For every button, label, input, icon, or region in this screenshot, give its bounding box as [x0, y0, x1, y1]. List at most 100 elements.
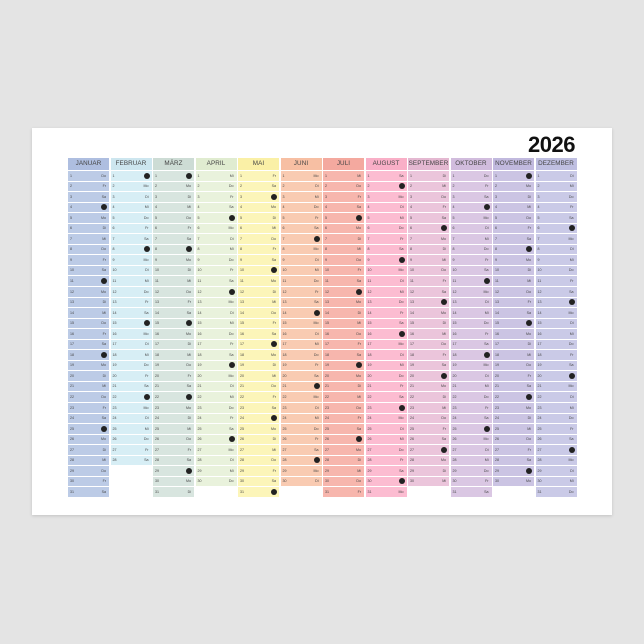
day-number: 1 [197, 173, 200, 178]
day-cell: 10 Do [535, 265, 577, 276]
day-cell: 18 Mi [110, 350, 152, 360]
day-cell: 7 Fr [365, 234, 407, 244]
day-cell: 13 Fr [153, 297, 194, 308]
day-number: 7 [240, 236, 242, 241]
weekday-label: Sa [399, 247, 404, 252]
sunday-marker-icon [271, 267, 277, 274]
day-cell: 23 Do [195, 403, 237, 413]
day-cell: 9 Sa [238, 255, 279, 265]
day-cell: 12 [323, 287, 364, 297]
day-cell: 23 Fr [450, 403, 492, 413]
day-number: 28 [495, 458, 499, 463]
weekday-label: Di [400, 278, 404, 283]
sunday-marker-icon [398, 478, 405, 485]
day-number: 27 [282, 447, 287, 452]
weekday-label: Di [187, 194, 191, 199]
day-cell: 31 Sa [450, 487, 492, 497]
day-cell: 12 Do [153, 287, 194, 297]
day-number: 26 [282, 437, 287, 442]
day-cell: 9 Mo [153, 255, 194, 265]
day-cell: 3 Do [408, 192, 449, 202]
sunday-marker-icon [143, 393, 150, 400]
day-number: 4 [155, 205, 157, 210]
day-cell: 5 Do [493, 213, 534, 223]
day-number: 11 [155, 278, 159, 283]
day-number: 10 [367, 268, 372, 273]
day-cell: 5 Do [110, 213, 152, 223]
day-cell: 15 Mi [195, 318, 237, 329]
weekday-label: Do [483, 394, 489, 399]
day-cell: 24 Sa [450, 413, 492, 424]
day-number: 19 [495, 363, 499, 368]
weekday-label: Di [272, 363, 276, 368]
day-cell: 12 [195, 287, 237, 297]
weekday-label: Fr [272, 247, 276, 252]
day-number: 5 [325, 215, 327, 220]
day-number: 12 [197, 289, 202, 294]
day-cell: 3 Do [535, 192, 577, 202]
day-cell: 19 Sa [408, 360, 449, 371]
day-cell: 11 Sa [323, 276, 364, 287]
day-number: 6 [240, 226, 242, 231]
day-number: 29 [240, 468, 244, 473]
day-cell: 25 Sa [323, 424, 364, 434]
month-header: MÄRZ [153, 158, 194, 170]
sunday-marker-icon [441, 372, 447, 379]
day-cell: 21 Sa [153, 381, 194, 392]
day-number: 28 [367, 458, 372, 463]
weekday-label: Fr [187, 373, 191, 378]
weekday-label: Fr [357, 268, 361, 273]
day-number: 27 [112, 447, 117, 452]
weekday-label: Do [568, 268, 574, 273]
weekday-label: Mi [484, 236, 489, 241]
day-cell: 27 [408, 445, 449, 455]
day-number: 22 [155, 394, 159, 399]
day-cell: 21 Fr [365, 381, 407, 392]
day-number: 26 [70, 437, 74, 442]
weekday-label: Sa [101, 416, 106, 421]
day-number: 9 [240, 257, 242, 262]
day-number: 13 [495, 300, 499, 305]
day-number: 30 [240, 479, 244, 484]
day-number: 13 [155, 300, 159, 305]
day-cell: 19 Fr [280, 360, 322, 371]
day-cell: 18 Sa [323, 350, 364, 360]
day-number: 18 [495, 352, 499, 357]
day-number: 21 [367, 384, 372, 389]
day-cell: 5 Mo [68, 213, 109, 223]
day-number: 9 [410, 257, 412, 262]
weekday-label: Sa [569, 437, 574, 442]
day-cell: 4 Mi [493, 202, 534, 213]
weekday-label: Di [230, 458, 234, 463]
weekday-label: Mo [398, 342, 404, 347]
day-number: 13 [367, 300, 372, 305]
day-cell: 25 Mo [238, 424, 279, 434]
weekday-label: Mi [569, 479, 574, 484]
sunday-marker-icon [441, 446, 447, 453]
day-cell: 14 Do [238, 308, 279, 318]
weekday-label: Do [143, 289, 149, 294]
day-cell: 30 Do [195, 476, 237, 487]
weekday-label: Sa [314, 373, 319, 378]
weekday-label: Fr [230, 416, 234, 421]
day-number: 25 [70, 426, 74, 431]
day-number: 19 [410, 363, 414, 368]
day-number: 28 [240, 458, 244, 463]
day-number: 23 [70, 405, 74, 410]
day-cell: 31 Do [535, 487, 577, 497]
day-number: 17 [155, 342, 159, 347]
day-number: 19 [70, 363, 74, 368]
weekday-label: Di [102, 226, 106, 231]
day-cell: 8 Di [408, 244, 449, 255]
sunday-marker-icon [271, 193, 277, 200]
day-number: 13 [112, 300, 117, 305]
month-column-februar: FEBRUAR 1 2 Mo 3 Di 4 Mi 5 Do 6 Fr 7 Sa 8 9 Mo 10 Di 11 Mi 12… [110, 158, 152, 497]
day-number: 26 [112, 437, 117, 442]
day-cell: 24 Mi [280, 413, 322, 424]
day-cell: 31 Fr [323, 487, 364, 497]
weekday-label: Di [485, 447, 489, 452]
day-cell: 29 Di [535, 466, 577, 476]
day-cell: 27 [535, 445, 577, 455]
day-cell: 27 Fr [110, 445, 152, 455]
day-cell: 11 Mi [153, 276, 194, 287]
